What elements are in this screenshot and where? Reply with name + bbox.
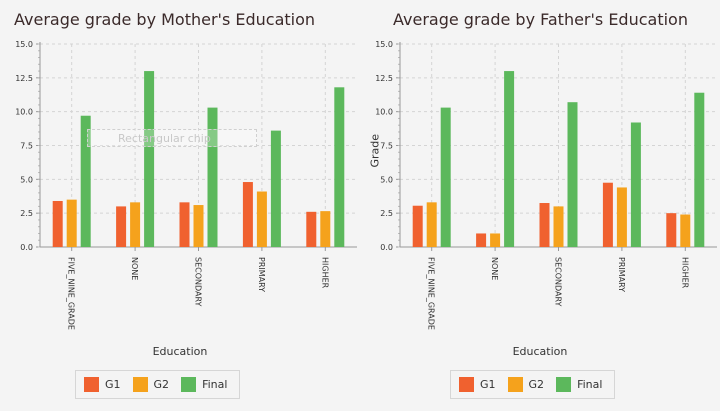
bar-final-none (144, 71, 155, 247)
y-tick-label: 2.5 (20, 209, 33, 218)
bar-g1-five_nine_grade (52, 200, 63, 247)
legend-item-final: Final (556, 377, 602, 392)
bar-final-higher (694, 92, 705, 247)
bar-g1-secondary (539, 203, 550, 247)
bar-g2-secondary (193, 205, 204, 247)
mother-education-chart: Average grade by Mother's Education 0.0 2… (14, 10, 357, 399)
legend-label: G1 (105, 378, 121, 391)
y-tick-label: 15.0 (15, 40, 33, 49)
bar-g1-higher (666, 213, 677, 247)
x-tick-label: HIGHER (320, 257, 329, 289)
x-tick-label: PRIMARY (617, 257, 626, 292)
x-axis-label: Education (512, 345, 568, 358)
legend-label: G1 (480, 378, 496, 391)
x-tick-label: NONE (130, 257, 139, 280)
bar-g1-five_nine_grade (412, 205, 423, 247)
y-tick-label: 12.5 (15, 74, 33, 83)
bar-g1-secondary (179, 202, 190, 247)
bar-g2-five_nine_grade (426, 202, 437, 247)
legend-label: G2 (528, 378, 545, 391)
bar-g1-primary (242, 182, 253, 247)
y-tick-label: 12.5 (375, 74, 393, 83)
bar-final-primary (270, 130, 281, 247)
bar-g2-higher (680, 214, 691, 247)
drag-chip-ghost: Rectangular chip (87, 129, 257, 147)
chart-title: Average grade by Mother's Education (14, 10, 316, 29)
y-tick-label: 2.5 (380, 209, 393, 218)
legend: G1 G2 Final (450, 370, 616, 399)
legend-label: Final (577, 378, 603, 391)
x-tick-label: SECONDARY (554, 257, 563, 307)
bar-g1-higher (306, 211, 317, 247)
y-tick-label: 7.5 (20, 142, 33, 151)
legend: G1 G2 Final (75, 370, 241, 399)
y-tick-label: 5.0 (20, 175, 33, 184)
legend-item-g1: G1 (84, 377, 121, 392)
bar-g2-none (130, 202, 141, 247)
bar-g2-higher (320, 211, 331, 247)
legend-swatch (181, 377, 197, 392)
chart-plot: 0.0 2.5 5.0 7.5 10.0 12.5 15.0 FIVE_NINE_GRADE N… (15, 40, 357, 330)
legend-swatch (84, 377, 99, 392)
legend-swatch (507, 377, 523, 392)
legend-swatch (556, 377, 572, 392)
x-axis-label: Education (152, 345, 208, 358)
y-tick-label: 0.0 (380, 243, 393, 252)
bar-g1-primary (602, 182, 613, 247)
y-tick-label: 15.0 (375, 40, 393, 49)
legend-item-g1: G1 (459, 377, 496, 392)
bar-final-five_nine_grade (440, 107, 451, 248)
bar-final-higher (334, 87, 345, 247)
bar-g2-five_nine_grade (66, 199, 77, 247)
x-tick-label: SECONDARY (194, 257, 203, 307)
y-tick-label: 0.0 (20, 243, 33, 252)
bar-g2-secondary (553, 206, 564, 247)
legend-swatch (459, 377, 474, 392)
bar-final-secondary (567, 102, 578, 248)
legend-item-g2: G2 (507, 377, 545, 392)
y-tick-label: 7.5 (380, 142, 393, 151)
legend-swatch (132, 377, 148, 392)
bar-final-primary (630, 122, 641, 247)
x-tick-label: FIVE_NINE_GRADE (67, 257, 76, 330)
legend-label: G2 (153, 378, 170, 391)
bar-final-five_nine_grade (80, 115, 91, 247)
y-tick-label: 10.0 (375, 108, 393, 117)
x-tick-label: HIGHER (680, 257, 689, 289)
x-tick-label: NONE (490, 257, 499, 280)
y-tick-label: 5.0 (380, 175, 393, 184)
legend-item-g2: G2 (132, 377, 170, 392)
bar-final-secondary (207, 107, 218, 248)
y-tick-label: 10.0 (15, 108, 33, 117)
bar-g2-primary (256, 191, 267, 247)
legend-label: Final (202, 378, 228, 391)
x-tick-label: PRIMARY (257, 257, 266, 292)
bar-g2-none (490, 233, 501, 247)
x-tick-label: FIVE_NINE_GRADE (427, 257, 436, 330)
bar-g2-primary (616, 187, 627, 247)
bar-g1-none (116, 206, 127, 247)
bar-final-none (504, 71, 515, 247)
bar-g1-none (476, 233, 487, 247)
chart-plot: 0.0 2.5 5.0 7.5 10.0 12.5 15.0 FIVE_NINE_GRADE N… (375, 40, 717, 330)
father-education-chart: Average grade by Father's Education Grad… (360, 0, 720, 411)
legend-item-final: Final (181, 377, 227, 392)
chart-title: Average grade by Father's Education (393, 10, 688, 29)
